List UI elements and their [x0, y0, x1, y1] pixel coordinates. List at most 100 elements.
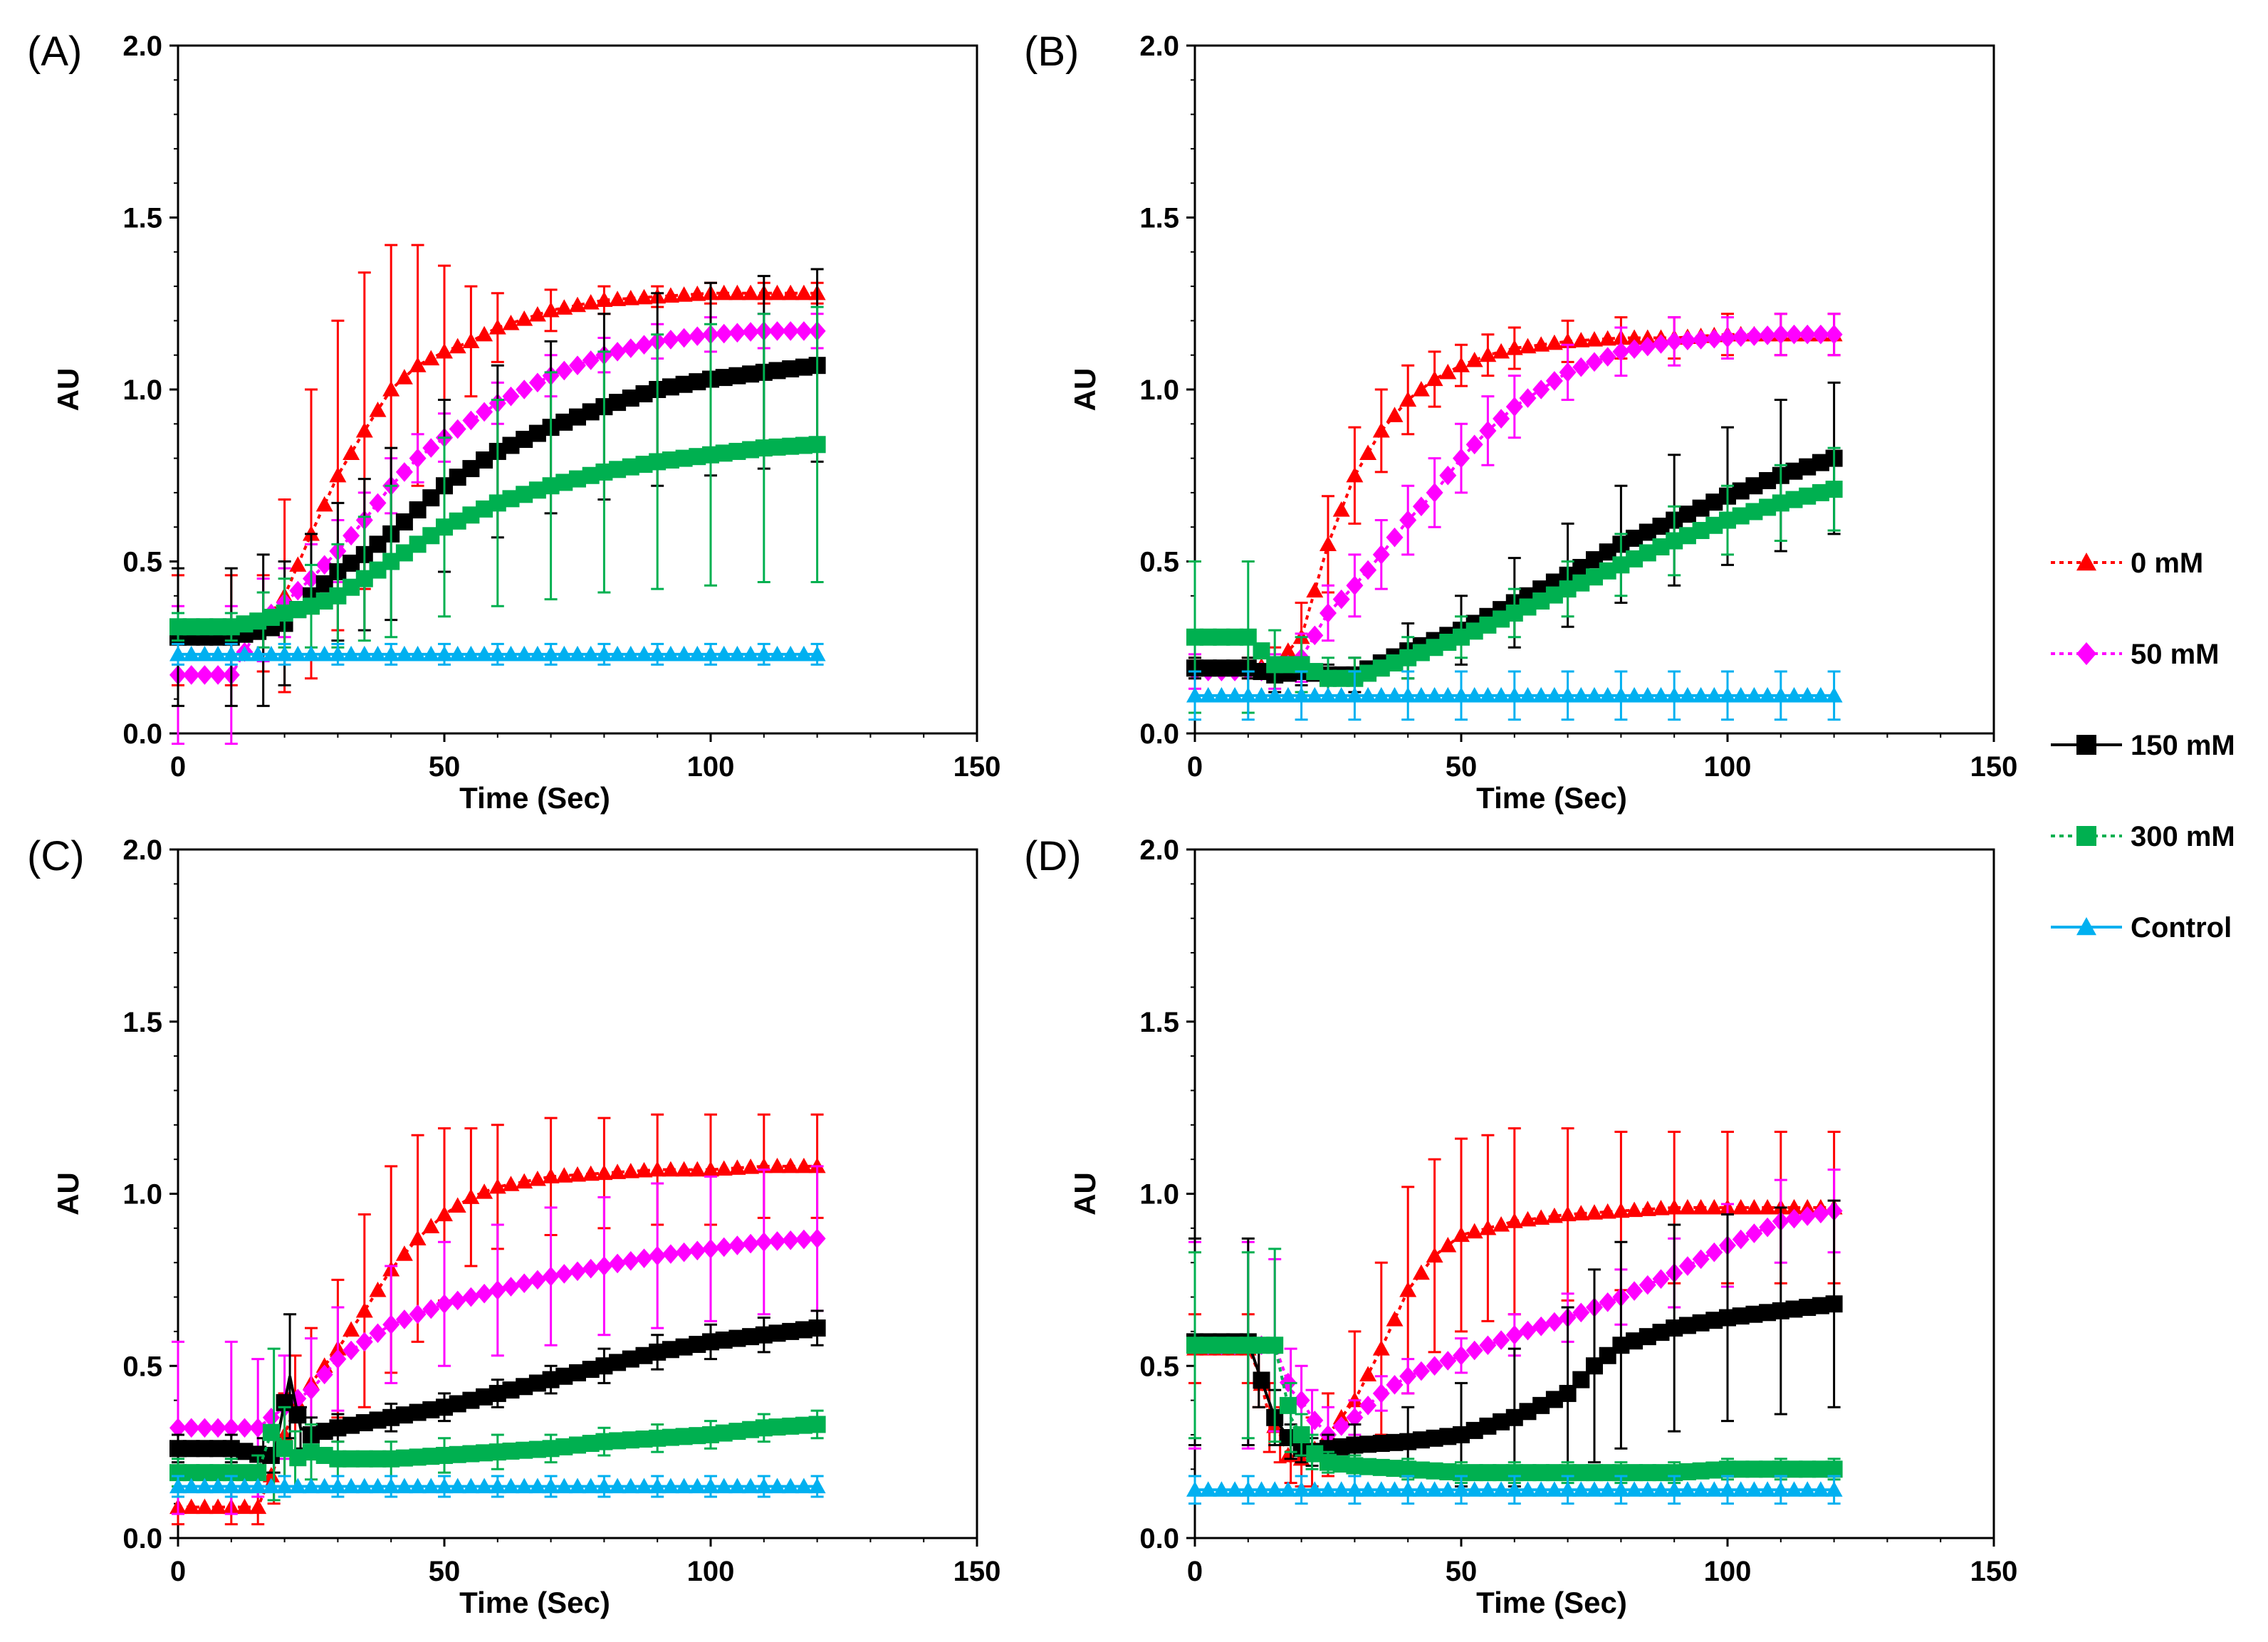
data-point — [369, 1323, 387, 1344]
data-point — [742, 645, 760, 661]
data-point — [1479, 421, 1497, 441]
x-tick-label: 50 — [429, 1556, 461, 1587]
y-tick-label: 2.0 — [122, 835, 162, 866]
data-point — [222, 645, 240, 661]
data-point — [808, 1228, 826, 1249]
data-point — [422, 438, 440, 458]
data-point — [622, 338, 639, 358]
data-point — [528, 1170, 546, 1186]
data-point — [182, 1498, 200, 1515]
data-point — [1253, 686, 1270, 703]
data-point — [303, 1380, 320, 1400]
data-point — [1372, 545, 1390, 565]
data-point — [315, 645, 333, 661]
y-axis-title: AU — [1068, 1172, 1102, 1215]
data-point — [1759, 686, 1777, 703]
data-point — [1399, 686, 1417, 703]
data-point — [1785, 1208, 1803, 1229]
panel-letter: (A) — [27, 28, 82, 75]
data-point — [1545, 334, 1563, 350]
data-point — [1359, 1366, 1377, 1381]
series-300mM — [1186, 1248, 1843, 1485]
data-point — [395, 1245, 413, 1261]
data-point — [1505, 1213, 1523, 1228]
data-point — [1745, 1198, 1763, 1215]
data-point — [1745, 1223, 1763, 1243]
panel-letter: (D) — [1024, 833, 1082, 879]
data-point — [1639, 686, 1656, 703]
data-point — [742, 1233, 760, 1254]
data-point — [662, 287, 679, 303]
data-point — [369, 1281, 387, 1297]
legend-item-0mM: 0 mM — [2051, 548, 2203, 579]
data-point — [675, 328, 693, 348]
data-point — [1678, 1198, 1696, 1215]
data-point — [369, 1450, 387, 1468]
data-point — [1292, 1481, 1310, 1497]
data-point — [343, 1478, 360, 1494]
data-point — [768, 284, 786, 300]
data-point — [1412, 686, 1430, 703]
data-point — [715, 1478, 733, 1494]
data-point — [795, 358, 812, 376]
data-point — [1825, 481, 1843, 498]
data-point — [1505, 1481, 1523, 1497]
data-point — [728, 1235, 746, 1255]
panel-a: (A) 0.0 0.5 1.0 1.5 2.0 0 50 100 150 Time (Sec) AU — [27, 28, 1000, 815]
data-point — [689, 285, 706, 301]
plot-frame — [177, 44, 978, 735]
data-point — [355, 1450, 373, 1468]
data-point — [689, 1478, 706, 1494]
data-point — [1652, 334, 1670, 354]
legend-item-control: Control — [2051, 912, 2232, 943]
data-point — [1493, 1481, 1510, 1497]
data-point — [569, 1166, 586, 1182]
data-point — [1545, 1481, 1563, 1497]
data-point — [1453, 448, 1470, 469]
data-point — [1519, 1210, 1537, 1227]
data-point — [1412, 381, 1430, 397]
data-point — [1199, 1481, 1217, 1497]
data-point — [1426, 1481, 1443, 1497]
data-point — [595, 1164, 613, 1181]
data-point — [1465, 434, 1483, 455]
data-point — [395, 369, 413, 385]
data-point — [675, 645, 693, 661]
data-point — [1332, 1481, 1350, 1497]
panel-letter: (B) — [1024, 28, 1079, 75]
data-point — [1785, 686, 1803, 703]
data-point — [1626, 1481, 1643, 1497]
data-point — [595, 645, 613, 661]
data-point — [1812, 1203, 1829, 1224]
data-point — [1705, 686, 1723, 703]
data-point — [728, 323, 746, 343]
data-point — [476, 1283, 493, 1304]
data-point — [662, 1244, 679, 1264]
data-point — [782, 284, 800, 300]
data-point — [343, 645, 360, 661]
data-point — [382, 645, 400, 661]
data-point — [449, 645, 466, 661]
y-tick-label: 1.5 — [122, 1007, 162, 1038]
data-point — [1599, 330, 1616, 346]
x-tick-label: 0 — [1187, 751, 1203, 783]
data-point — [702, 1161, 719, 1177]
data-point — [1213, 1481, 1230, 1497]
data-point — [1465, 351, 1483, 367]
data-point — [1586, 352, 1603, 372]
data-point — [689, 645, 706, 661]
data-point — [289, 645, 307, 661]
data-point — [436, 1294, 453, 1314]
data-point — [1825, 686, 1843, 703]
data-point — [329, 1450, 347, 1468]
data-point — [1678, 1256, 1696, 1276]
data-point — [1412, 1481, 1430, 1497]
data-point — [1586, 330, 1603, 347]
data-point — [289, 1478, 307, 1494]
y-tick-label: 0.0 — [122, 718, 162, 750]
data-point — [1759, 325, 1777, 345]
data-point — [689, 326, 706, 346]
data-point — [502, 1277, 520, 1297]
y-axis-title: AU — [51, 368, 85, 412]
data-point — [1292, 686, 1310, 703]
